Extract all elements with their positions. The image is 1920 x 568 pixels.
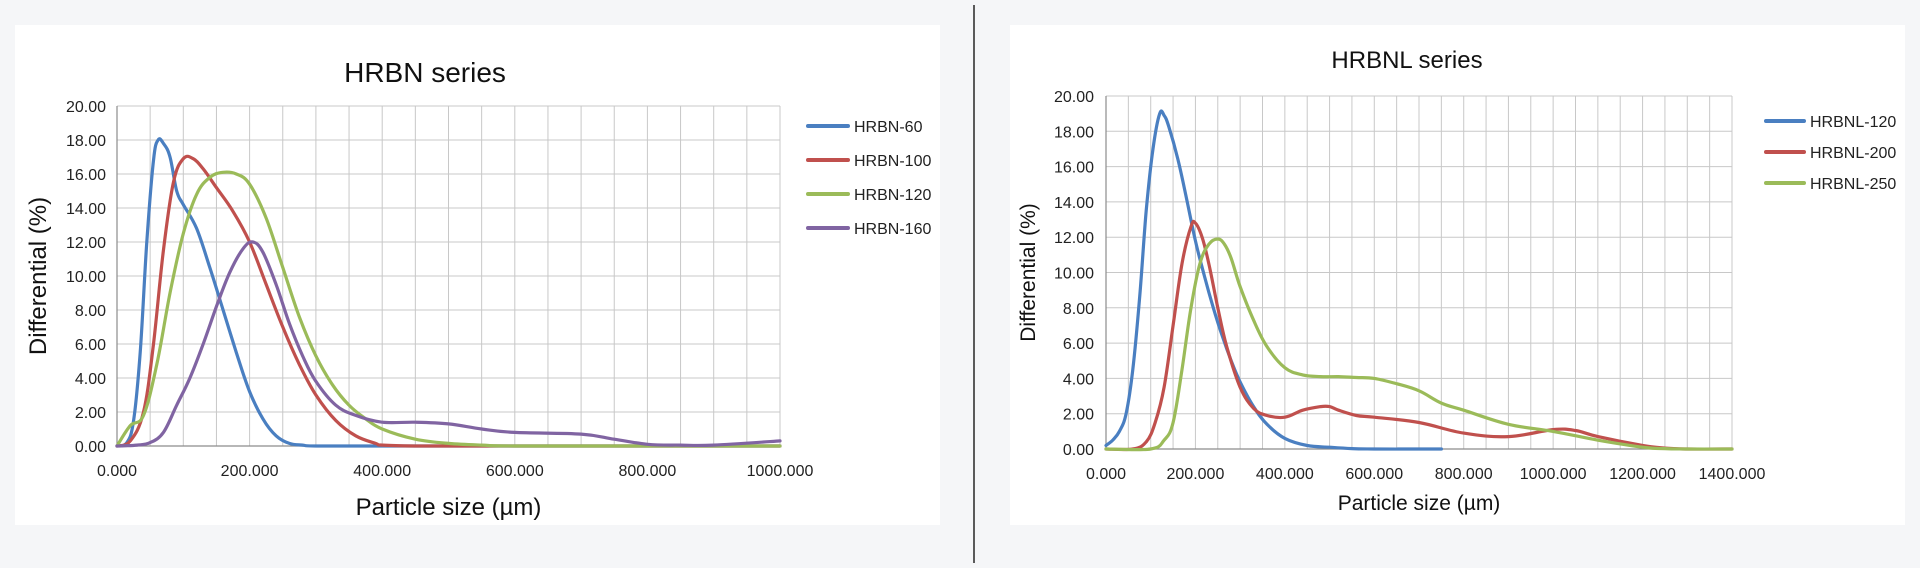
y-tick-label: 6.00 bbox=[75, 337, 106, 354]
x-tick-label: 200.000 bbox=[1167, 466, 1225, 483]
chart-2: 0.000 200.000 400.000 600.000 800.000 1000.00… bbox=[1010, 25, 1905, 525]
x-tick-label: 800.000 bbox=[618, 463, 676, 480]
x-tick-label: 600.000 bbox=[1345, 466, 1403, 483]
x-tick-label: 200.000 bbox=[221, 463, 279, 480]
series-line-hrbn-120 bbox=[115, 170, 782, 448]
legend-label: HRBNL-250 bbox=[1810, 176, 1896, 193]
chart-1: 0.000 200.000 400.000 600.000 800.000 1000.00… bbox=[15, 25, 940, 525]
series-line-hrbn-160 bbox=[115, 240, 782, 448]
series-line-hrbnl-200 bbox=[1104, 219, 1734, 452]
y-tick-label: 18.00 bbox=[1054, 124, 1094, 141]
y-tick-label: 2.00 bbox=[1063, 407, 1094, 424]
y-tick-label: 12.00 bbox=[1054, 230, 1094, 247]
x-tick-label: 600.000 bbox=[486, 463, 544, 480]
series-line-hrbnl-250 bbox=[1104, 237, 1734, 452]
chart-title: HRBN series bbox=[344, 57, 506, 88]
chart-title: HRBNL series bbox=[1331, 47, 1482, 74]
y-tick-label: 6.00 bbox=[1063, 336, 1094, 353]
y-tick-label: 10.00 bbox=[66, 269, 106, 286]
chart-panel bbox=[1010, 25, 1905, 525]
y-tick-label: 8.00 bbox=[75, 303, 106, 320]
legend-label: HRBN-160 bbox=[854, 221, 931, 238]
y-tick-label: 8.00 bbox=[1063, 301, 1094, 318]
y-axis-title: Differential (%) bbox=[1017, 203, 1040, 342]
y-tick-label: 0.00 bbox=[75, 439, 106, 456]
y-tick-label: 0.00 bbox=[1063, 442, 1094, 459]
series-line-hrbnl-120 bbox=[1104, 109, 1443, 451]
x-tick-label: 400.000 bbox=[353, 463, 411, 480]
chart-panel bbox=[15, 25, 940, 525]
y-tick-label: 14.00 bbox=[1054, 195, 1094, 212]
legend-label: HRBN-120 bbox=[854, 187, 931, 204]
y-tick-label: 18.00 bbox=[66, 133, 106, 150]
y-tick-label: 4.00 bbox=[75, 371, 106, 388]
legend-label: HRBN-60 bbox=[854, 119, 923, 136]
y-tick-label: 14.00 bbox=[66, 201, 106, 218]
y-tick-label: 4.00 bbox=[1063, 371, 1094, 388]
series-line-hrbn-100 bbox=[115, 154, 782, 448]
y-tick-label: 20.00 bbox=[66, 99, 106, 116]
grid bbox=[1106, 95, 1733, 449]
legend-label: HRBNL-200 bbox=[1810, 145, 1896, 162]
grid bbox=[117, 105, 781, 446]
y-tick-label: 12.00 bbox=[66, 235, 106, 252]
x-tick-label: 1000.000 bbox=[747, 463, 814, 480]
charts-root: 0.000 200.000 400.000 600.000 800.000 1000.00… bbox=[15, 25, 1905, 525]
x-tick-label: 800.000 bbox=[1435, 466, 1493, 483]
x-tick-label: 1000.000 bbox=[1520, 466, 1587, 483]
legend-label: HRBNL-120 bbox=[1810, 114, 1896, 131]
x-axis-title: Particle size (µm) bbox=[356, 494, 542, 521]
y-tick-label: 16.00 bbox=[1054, 160, 1094, 177]
x-tick-label: 0.000 bbox=[1086, 466, 1126, 483]
y-tick-label: 16.00 bbox=[66, 167, 106, 184]
y-tick-label: 2.00 bbox=[75, 405, 106, 422]
x-tick-label: 400.000 bbox=[1256, 466, 1314, 483]
x-tick-label: 0.000 bbox=[97, 463, 137, 480]
legend-label: HRBN-100 bbox=[854, 153, 931, 170]
y-axis-title: Differential (%) bbox=[25, 197, 52, 355]
x-tick-label: 1400.000 bbox=[1699, 466, 1766, 483]
y-tick-label: 10.00 bbox=[1054, 266, 1094, 283]
x-tick-label: 1200.000 bbox=[1609, 466, 1676, 483]
y-tick-label: 20.00 bbox=[1054, 89, 1094, 106]
x-axis-title: Particle size (µm) bbox=[1338, 492, 1501, 515]
